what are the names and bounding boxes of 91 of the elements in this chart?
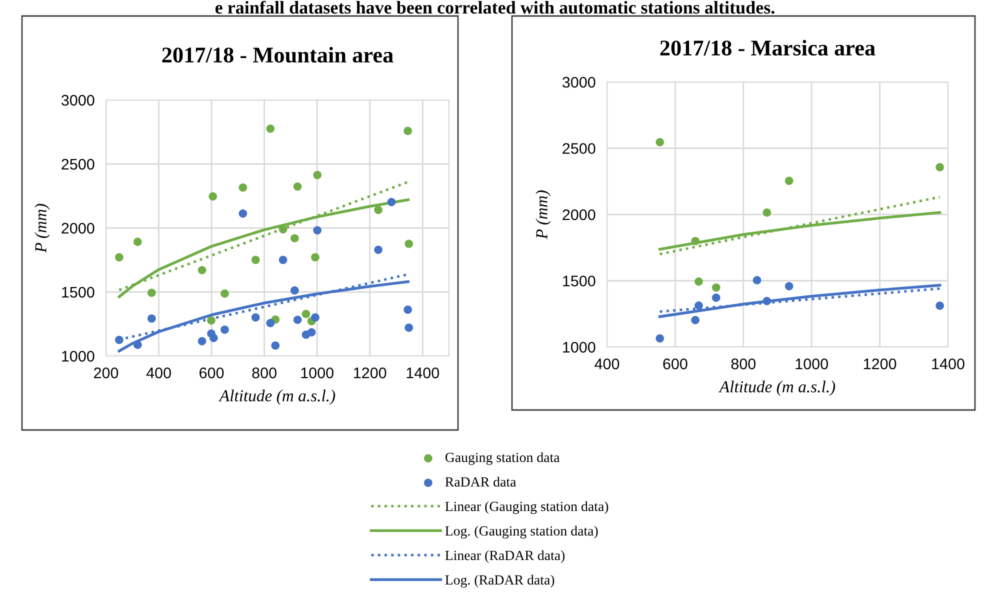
point: [936, 163, 944, 172]
legend-label: RaDAR data: [445, 476, 516, 487]
legend-label: Log. (Gauging station data): [445, 526, 598, 538]
point: [115, 336, 124, 344]
point: [220, 325, 229, 334]
point: [278, 256, 288, 264]
point: [712, 294, 720, 302]
point: [278, 225, 288, 234]
y-tick-label: 1500: [62, 286, 94, 298]
text: e rainfall datasets have been correlated with automatic stations altitudes.: [215, 0, 774, 14]
point: [293, 316, 302, 324]
point: [762, 296, 772, 306]
y-tick-label: 2000: [562, 209, 596, 220]
legend-label: Gauging station data: [445, 452, 560, 465]
point: [293, 182, 302, 191]
point: [762, 208, 772, 217]
y-tick-label: 2000: [62, 222, 94, 234]
point: [290, 286, 299, 295]
point: [404, 305, 412, 314]
legend-label: Log. (RaDAR data): [445, 574, 554, 588]
point: [238, 209, 248, 218]
point: [313, 226, 322, 234]
x-tick-label: 1000: [301, 368, 334, 378]
point: [266, 318, 275, 328]
point: [691, 236, 700, 246]
point: [207, 316, 216, 325]
point: [311, 313, 320, 322]
point: [147, 314, 156, 323]
line-series: [658, 284, 942, 318]
y-tick-label: 3000: [61, 94, 94, 106]
x-axis-title: Altitude (m a.s.l.): [718, 380, 836, 396]
point: [784, 176, 794, 186]
x-tick-label: 1200: [864, 358, 896, 370]
point: [251, 313, 260, 322]
point: [694, 301, 703, 310]
point: [209, 334, 218, 342]
point: [694, 277, 703, 286]
point: [266, 124, 275, 133]
x-tick-label: 400: [146, 368, 171, 378]
point: [404, 240, 414, 248]
point: [374, 206, 382, 214]
y-tick-label: 1000: [62, 350, 94, 362]
legend-label: Linear (RaDAR data): [445, 550, 565, 563]
point: [313, 170, 322, 180]
x-tick-label: 200: [94, 368, 118, 378]
x-tick-label: 1200: [354, 368, 386, 378]
point: [307, 328, 316, 336]
point: [784, 282, 794, 290]
y-tick-label: 2500: [562, 143, 596, 154]
x-tick-label: 600: [663, 358, 688, 370]
point: [147, 288, 156, 297]
legend-label: Linear (Gauging station data): [445, 501, 608, 514]
point: [238, 183, 248, 192]
y-tick-label: 1500: [563, 276, 596, 286]
point: [311, 253, 320, 262]
x-tick-label: 1400: [932, 358, 964, 370]
chart-title: 2017/18 - Mountain area: [162, 46, 394, 63]
point: [251, 256, 260, 264]
point: [374, 246, 382, 254]
y-axis-title: P (mm): [536, 190, 551, 240]
point: [656, 334, 664, 343]
point: [387, 198, 396, 206]
y-tick-label: 2500: [62, 158, 94, 170]
x-tick-label: 1000: [796, 358, 828, 370]
point: [404, 324, 414, 332]
point: [198, 266, 206, 274]
point: [133, 238, 142, 246]
x-tick-label: 800: [731, 358, 756, 370]
point: [133, 340, 142, 350]
x-tick-label: 800: [252, 368, 276, 378]
point: [271, 341, 280, 350]
y-tick-label: 3000: [562, 76, 596, 88]
x-tick-label: 600: [200, 368, 224, 378]
point: [691, 316, 700, 324]
point: [208, 192, 218, 201]
y-axis-title: P (mm): [34, 204, 50, 253]
point: [404, 126, 412, 136]
x-tick-label: 1400: [406, 368, 440, 378]
point: [220, 289, 229, 298]
point: [752, 276, 762, 284]
chart-title: 2017/18 - Marsica area: [660, 40, 876, 56]
point: [656, 138, 664, 146]
x-tick-label: 400: [594, 358, 620, 370]
point: [936, 301, 944, 310]
x-axis-title: Altitude (m a.s.l.): [218, 390, 336, 405]
y-tick-label: 1000: [563, 342, 596, 353]
point: [712, 283, 720, 292]
point: [290, 234, 299, 242]
point: [115, 253, 124, 262]
point: [198, 336, 206, 346]
point: [302, 310, 310, 318]
